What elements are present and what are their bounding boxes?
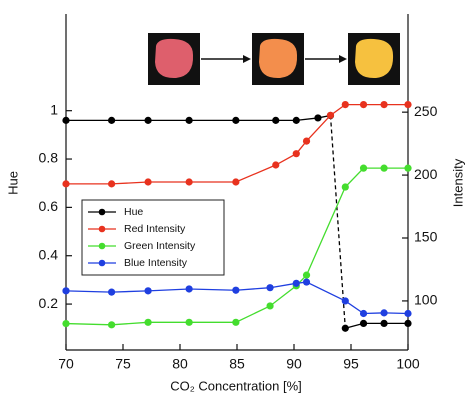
legend-label: Hue [124,206,143,218]
data-point [341,324,349,332]
legend: Hue Red Intensity Green Intensity Blue Inte… [81,199,225,276]
legend-marker [98,225,106,233]
y-tick-label: 0.4 [39,246,59,262]
data-point [341,183,349,191]
sample-red [155,38,194,79]
legend-marker [98,242,106,250]
x-tick-label: 90 [286,356,302,372]
x-tick-label: 80 [172,356,188,372]
y-tick-label: 1 [50,101,58,117]
series-line [66,114,331,122]
legend-label: Green Intensity [124,240,196,252]
data-point [380,164,388,172]
x-tick-label: 100 [396,356,420,372]
data-point [292,279,300,287]
data-point [272,116,280,124]
data-point [62,319,70,328]
data-point [302,271,311,279]
data-point [359,319,368,328]
legend-marker [98,259,106,267]
data-point [292,150,300,158]
data-point [404,309,412,318]
data-point [144,287,152,295]
data-point [292,116,300,124]
data-point [359,164,368,172]
data-point [108,288,116,296]
y-tick-label: 0.6 [39,198,59,214]
y2-tick-label: 100 [414,292,438,308]
data-point [185,116,193,124]
data-point [404,101,412,109]
legend-marker [98,208,106,216]
data-point [232,318,240,326]
sample-orange [259,38,298,79]
data-point [144,318,152,326]
data-point [314,114,322,122]
inset-photos [148,33,400,85]
data-point [404,319,412,328]
x-tick-label: 70 [58,356,74,372]
x-tick-label: 85 [229,356,245,372]
x-axis-label: CO₂ Concentration [%] [170,378,302,393]
data-point [185,178,193,186]
y-tick-label: 0.2 [39,295,59,311]
data-point [359,309,368,318]
data-point [144,116,152,124]
data-point [326,111,335,119]
data-point [359,101,368,109]
data-point [341,101,349,109]
y2-axis-label: Intensity [450,158,465,207]
data-point [62,180,70,188]
y-axis-label: Hue [5,171,20,195]
y2-tick-label: 150 [414,229,438,245]
data-point [108,116,116,124]
data-point [108,321,116,329]
data-point [232,116,240,124]
series-line [66,103,408,185]
legend-label: Blue Intensity [124,257,188,269]
legend-label: Red Intensity [124,223,186,235]
data-point [144,178,152,186]
y2-tick-label: 200 [414,166,438,182]
data-point [62,116,70,124]
data-point [185,285,193,293]
series-line [329,115,346,329]
data-point [266,302,274,310]
data-point [232,178,240,186]
sample-yellow [355,38,394,79]
data-point [341,297,349,305]
y2-tick-label: 250 [414,103,438,119]
x-tick-label: 75 [115,356,131,372]
data-point [62,287,70,295]
series-line [65,281,409,315]
data-point [380,101,388,109]
data-point [266,284,274,292]
arrow-head [339,55,347,63]
data-point [302,278,311,286]
data-point [185,318,193,326]
series-line [345,322,408,329]
data-point [380,319,388,328]
data-point [108,180,116,188]
data-point [404,164,412,172]
data-point [272,161,280,169]
x-tick-label: 95 [343,356,359,372]
data-point [232,286,240,294]
data-point [380,309,388,317]
arrow-head [243,55,251,63]
y-tick-label: 0.8 [39,150,59,166]
data-point [302,137,311,145]
